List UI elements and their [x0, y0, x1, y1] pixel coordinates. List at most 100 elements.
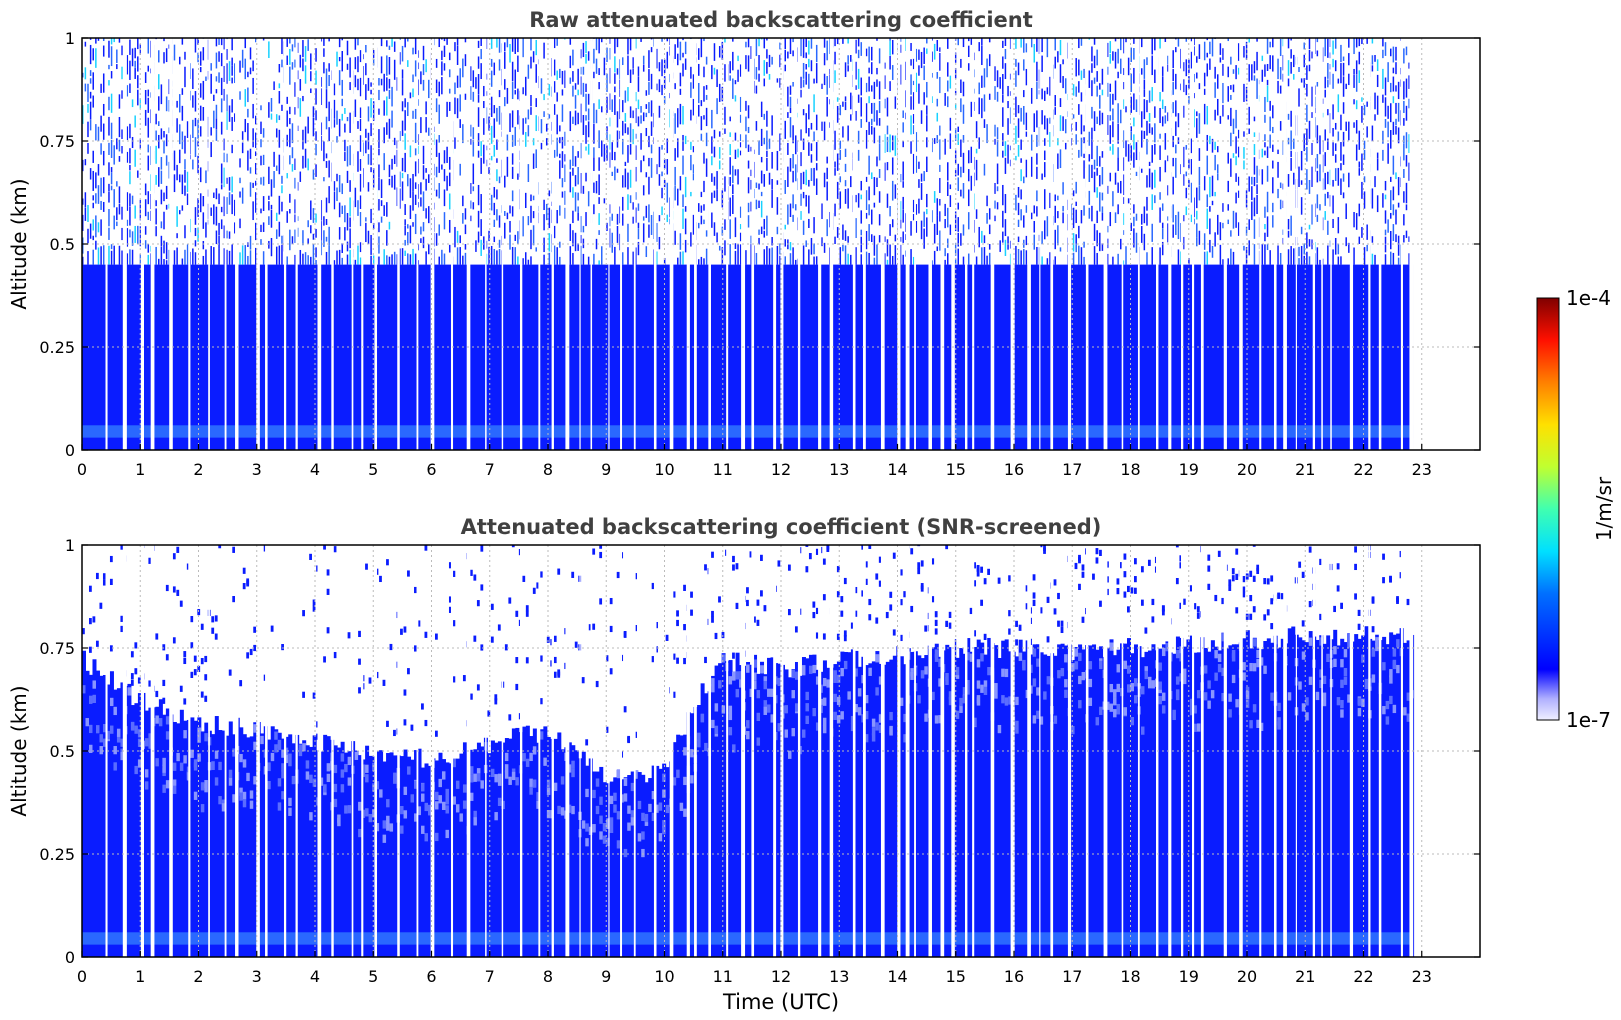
raw-speckle: [320, 135, 323, 151]
raw-speckle: [367, 106, 370, 122]
raw-speckle: [960, 58, 962, 68]
raw-speckle: [844, 230, 847, 241]
raw-speckle: [1306, 65, 1308, 80]
raw-speckle: [312, 208, 315, 223]
raw-speckle: [572, 210, 574, 224]
screened-patch: [973, 580, 977, 587]
raw-speckle: [108, 183, 110, 192]
screened-mottle: [843, 660, 848, 670]
screened-mottle: [274, 744, 279, 753]
raw-speckle: [1182, 105, 1185, 118]
raw-speckle: [902, 122, 904, 133]
raw-speckle: [370, 89, 372, 95]
screened-patch: [490, 636, 494, 643]
raw-speckle: [1140, 130, 1143, 148]
raw-speckle: [1041, 88, 1043, 100]
raw-speckle: [1382, 130, 1384, 144]
screened-layer-column: [246, 737, 251, 957]
raw-speckle: [894, 184, 897, 199]
raw-speckle: [988, 54, 991, 67]
raw-speckle: [912, 153, 915, 174]
raw-speckle: [1140, 225, 1143, 243]
screened-mottle: [767, 688, 772, 697]
raw-speckle: [810, 237, 813, 255]
screened-patch: [836, 633, 840, 640]
raw-speckle: [289, 193, 291, 203]
raw-speckle: [1193, 38, 1195, 46]
raw-speckle: [92, 48, 94, 61]
raw-speckle: [380, 216, 383, 223]
raw-speckle: [1355, 213, 1358, 230]
raw-speckle: [1002, 184, 1004, 206]
raw-speckle: [176, 164, 178, 181]
screened-mottle: [938, 715, 943, 724]
screened-patch: [655, 622, 658, 629]
raw-speckle: [223, 248, 226, 265]
raw-speckle: [1117, 123, 1119, 144]
raw-speckle: [527, 64, 530, 79]
raw-data-gap: [1103, 38, 1108, 450]
raw-speckle: [826, 40, 828, 61]
screened-layer-column: [354, 750, 359, 957]
screened-mottle: [497, 797, 502, 806]
raw-speckle: [357, 200, 359, 216]
screened-patch: [134, 668, 138, 675]
raw-speckle: [957, 177, 959, 191]
raw-speckle: [711, 136, 713, 154]
raw-speckle: [1159, 92, 1161, 102]
raw-speckle: [614, 151, 616, 161]
raw-speckle: [931, 210, 933, 223]
raw-speckle: [624, 161, 627, 167]
raw-speckle: [349, 197, 351, 217]
screened-patch: [312, 599, 316, 606]
raw-speckle: [323, 230, 325, 247]
raw-speckle: [645, 90, 648, 96]
raw-speckle: [220, 77, 223, 96]
raw-speckle: [108, 162, 110, 176]
raw-speckle: [1408, 75, 1410, 89]
raw-speckle: [1272, 105, 1274, 119]
screened-mottle: [441, 801, 446, 811]
raw-speckle: [621, 213, 624, 226]
raw-axes: 0 1 2 3 4 5 6 7 8 9 10 11 12 13 14 15 16 17 18 19 20 21 22 2300…: [39, 29, 1480, 479]
raw-speckle: [564, 38, 566, 40]
raw-speckle: [113, 245, 115, 265]
raw-speckle: [346, 241, 349, 252]
screened-patch: [414, 538, 417, 544]
screened-mottle: [585, 823, 590, 832]
raw-speckle: [747, 177, 750, 194]
raw-speckle: [986, 58, 988, 78]
raw-speckle: [1334, 237, 1337, 255]
screened-patch: [704, 564, 707, 571]
raw-speckle: [320, 200, 323, 221]
raw-speckle: [522, 87, 524, 95]
screened-mottle: [931, 691, 936, 701]
raw-speckle: [1099, 156, 1101, 167]
raw-speckle: [996, 202, 999, 210]
raw-speckle: [611, 171, 613, 177]
screened-patch: [137, 677, 141, 684]
raw-speckle: [404, 152, 406, 173]
raw-speckle: [1308, 239, 1311, 247]
raw-speckle: [855, 61, 857, 80]
raw-speckle: [1395, 46, 1397, 61]
raw-speckle: [158, 96, 160, 111]
raw-speckle: [155, 130, 157, 141]
raw-speckle: [926, 193, 928, 208]
raw-speckle: [378, 236, 380, 254]
raw-speckle: [409, 205, 412, 219]
screened-layer-column: [515, 727, 520, 957]
raw-speckle: [532, 211, 535, 219]
screened-mottle: [333, 764, 338, 774]
screened-mottle: [162, 784, 167, 793]
screened-patch: [899, 599, 903, 606]
raw-speckle: [1198, 185, 1201, 201]
raw-speckle: [755, 199, 758, 210]
raw-speckle: [1007, 101, 1009, 109]
raw-speckle: [1340, 114, 1342, 131]
raw-speckle: [194, 207, 197, 225]
raw-speckle: [215, 38, 218, 47]
raw-speckle: [674, 148, 676, 161]
raw-speckle: [1093, 38, 1096, 45]
screened-patch: [690, 609, 693, 616]
